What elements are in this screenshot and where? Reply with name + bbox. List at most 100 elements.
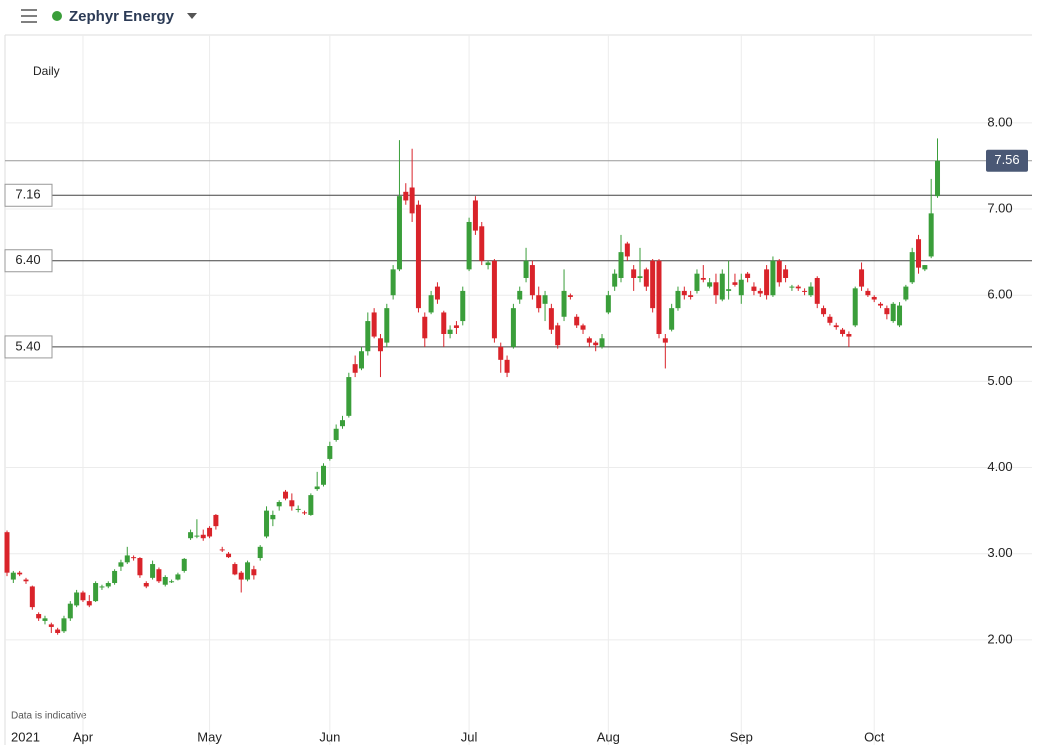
candle-body <box>903 286 909 300</box>
candle-body <box>656 260 662 334</box>
candle-body <box>131 557 137 559</box>
candle-body <box>631 269 637 278</box>
candle-body <box>308 495 314 515</box>
candle-body <box>276 502 282 507</box>
candle-body <box>757 290 763 294</box>
candle-body <box>485 262 491 266</box>
candle-body <box>143 583 149 587</box>
candle-body <box>681 290 687 296</box>
candle-body <box>428 295 434 313</box>
candle-body <box>99 586 105 588</box>
candle-body <box>232 564 238 575</box>
candle-body <box>694 273 700 291</box>
candle-body <box>580 325 586 330</box>
candle-body <box>339 420 345 427</box>
candle-body <box>713 282 719 296</box>
level-label-box <box>4 335 53 359</box>
candle-body <box>852 288 858 326</box>
candle-body <box>846 333 852 337</box>
candle-body <box>61 618 67 632</box>
x-tick-label: Jul <box>461 729 478 744</box>
candle-body <box>637 276 643 278</box>
y-tick-label: 2.00 <box>987 631 1012 646</box>
x-tick-label: Aug <box>597 729 620 744</box>
candle-body <box>441 312 447 334</box>
candle-body <box>612 273 618 287</box>
candle-body <box>384 308 390 343</box>
candle-body <box>555 325 561 346</box>
candle-body <box>922 265 928 270</box>
level-label: 7.16 <box>15 187 40 202</box>
candle-body <box>618 252 624 278</box>
candle-body <box>542 295 548 304</box>
y-tick-label: 7.00 <box>987 200 1012 215</box>
candle-body <box>321 465 326 485</box>
candle-body <box>169 581 175 583</box>
candle-body <box>29 586 35 608</box>
candle-body <box>181 558 187 571</box>
candle-body <box>80 592 86 601</box>
candle-body <box>4 532 10 573</box>
candle-body <box>650 260 656 309</box>
candle-body <box>295 508 301 510</box>
candle-body <box>776 260 782 283</box>
candle-body <box>510 308 516 347</box>
candle-body <box>283 491 289 499</box>
candle-body <box>814 277 820 304</box>
candle-body <box>472 200 478 231</box>
candle-body <box>833 325 839 328</box>
candle-body <box>200 534 206 539</box>
candle-body <box>48 624 54 627</box>
candle-body <box>529 265 535 296</box>
candle-body <box>884 308 890 315</box>
candle-body <box>93 583 99 602</box>
candle-body <box>422 316 428 339</box>
candle-body <box>327 446 333 459</box>
candle-body <box>289 500 295 507</box>
candle-body <box>700 277 706 280</box>
candle-body <box>333 428 339 440</box>
level-label-box <box>4 249 53 273</box>
y-tick-label: 6.00 <box>987 287 1012 302</box>
candle-body <box>302 512 308 514</box>
candle-body <box>795 286 801 289</box>
candle-body <box>67 603 73 619</box>
candle-body <box>586 338 592 343</box>
candle-body <box>86 601 92 606</box>
chart-title[interactable]: Zephyr Energy <box>69 8 175 25</box>
candle-body <box>517 290 523 300</box>
candle-body <box>245 562 251 580</box>
candle-body <box>10 572 16 580</box>
candle-body <box>751 286 757 291</box>
candle-body <box>561 290 567 317</box>
candle-body <box>124 555 130 563</box>
candle-body <box>118 562 124 567</box>
candle-body <box>238 572 244 580</box>
candle-body <box>916 239 922 268</box>
dropdown-arrow[interactable] <box>187 13 197 19</box>
menu-icon[interactable] <box>21 9 37 23</box>
candle-body <box>738 279 744 296</box>
candle-body <box>935 160 941 197</box>
y-tick-label: 8.00 <box>987 114 1012 129</box>
candle-body <box>264 510 270 537</box>
y-tick-label: 4.00 <box>987 459 1012 474</box>
candle-body <box>257 546 263 559</box>
candle-body <box>358 351 364 369</box>
level-label: 6.40 <box>15 252 40 267</box>
candle-body <box>491 260 497 339</box>
candle-body <box>251 569 257 576</box>
candle-body <box>188 532 194 539</box>
candle-body <box>897 305 903 326</box>
candle-body <box>175 574 181 580</box>
candle-body <box>859 269 865 287</box>
x-tick-label: Jun <box>319 729 340 744</box>
candle-body <box>675 290 681 309</box>
candle-body <box>371 312 377 337</box>
candle-body <box>194 535 200 537</box>
candle-body <box>909 252 915 283</box>
candle-body <box>415 204 421 309</box>
interval-label: Daily <box>33 64 60 78</box>
candle-body <box>840 329 846 334</box>
